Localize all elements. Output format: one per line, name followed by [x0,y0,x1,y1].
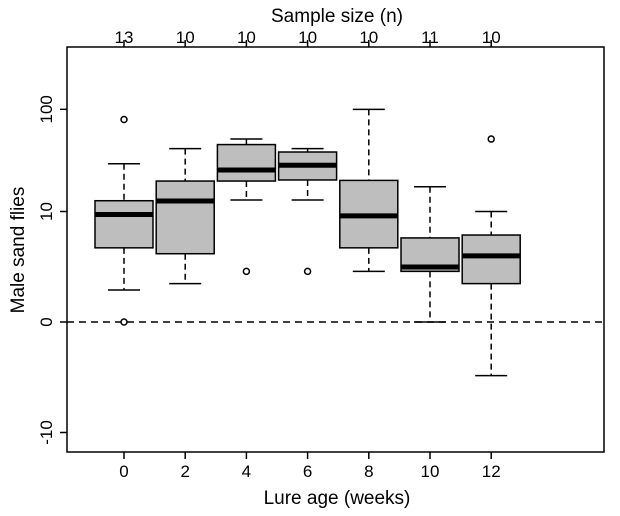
y-tick-label: -10 [37,420,56,445]
y-axis-title: Male sand flies [8,187,29,314]
top-axis-title: Sample size (n) [271,6,403,27]
x-tick-label: 6 [303,462,312,481]
y-tick-label: 0 [37,317,56,326]
x-tick-label: 2 [180,462,189,481]
sample-size-label: 10 [176,28,195,47]
plot-frame [66,46,605,453]
x-tick-label: 8 [364,462,373,481]
x-axis-title: Lure age (weeks) [264,488,411,509]
y-tick-label: 100 [37,95,56,123]
outlier-point [242,267,251,276]
box [94,199,154,249]
sample-size-label: 10 [359,28,378,47]
x-tick-label: 10 [421,462,440,481]
sample-size-label: 10 [482,28,501,47]
outlier-point [120,318,128,326]
x-tick-label: 12 [482,462,501,481]
outlier-point [487,135,495,143]
box [461,234,521,285]
box [216,143,277,182]
y-tick-label: 10 [37,202,56,221]
outlier-point [303,267,312,276]
x-tick-label: 4 [242,462,251,481]
x-tick-label: 0 [119,462,128,481]
box [155,180,215,255]
sample-size-label: 10 [298,28,317,47]
outlier-point [120,115,128,124]
chart-marks: -10 0 10 100 0 13 2 10 4 10 6 10 8 10 10 11 12 10 [37,28,604,481]
sample-size-label: 10 [237,28,256,47]
sample-size-label: 11 [421,28,439,47]
sample-size-label: 13 [115,28,134,47]
